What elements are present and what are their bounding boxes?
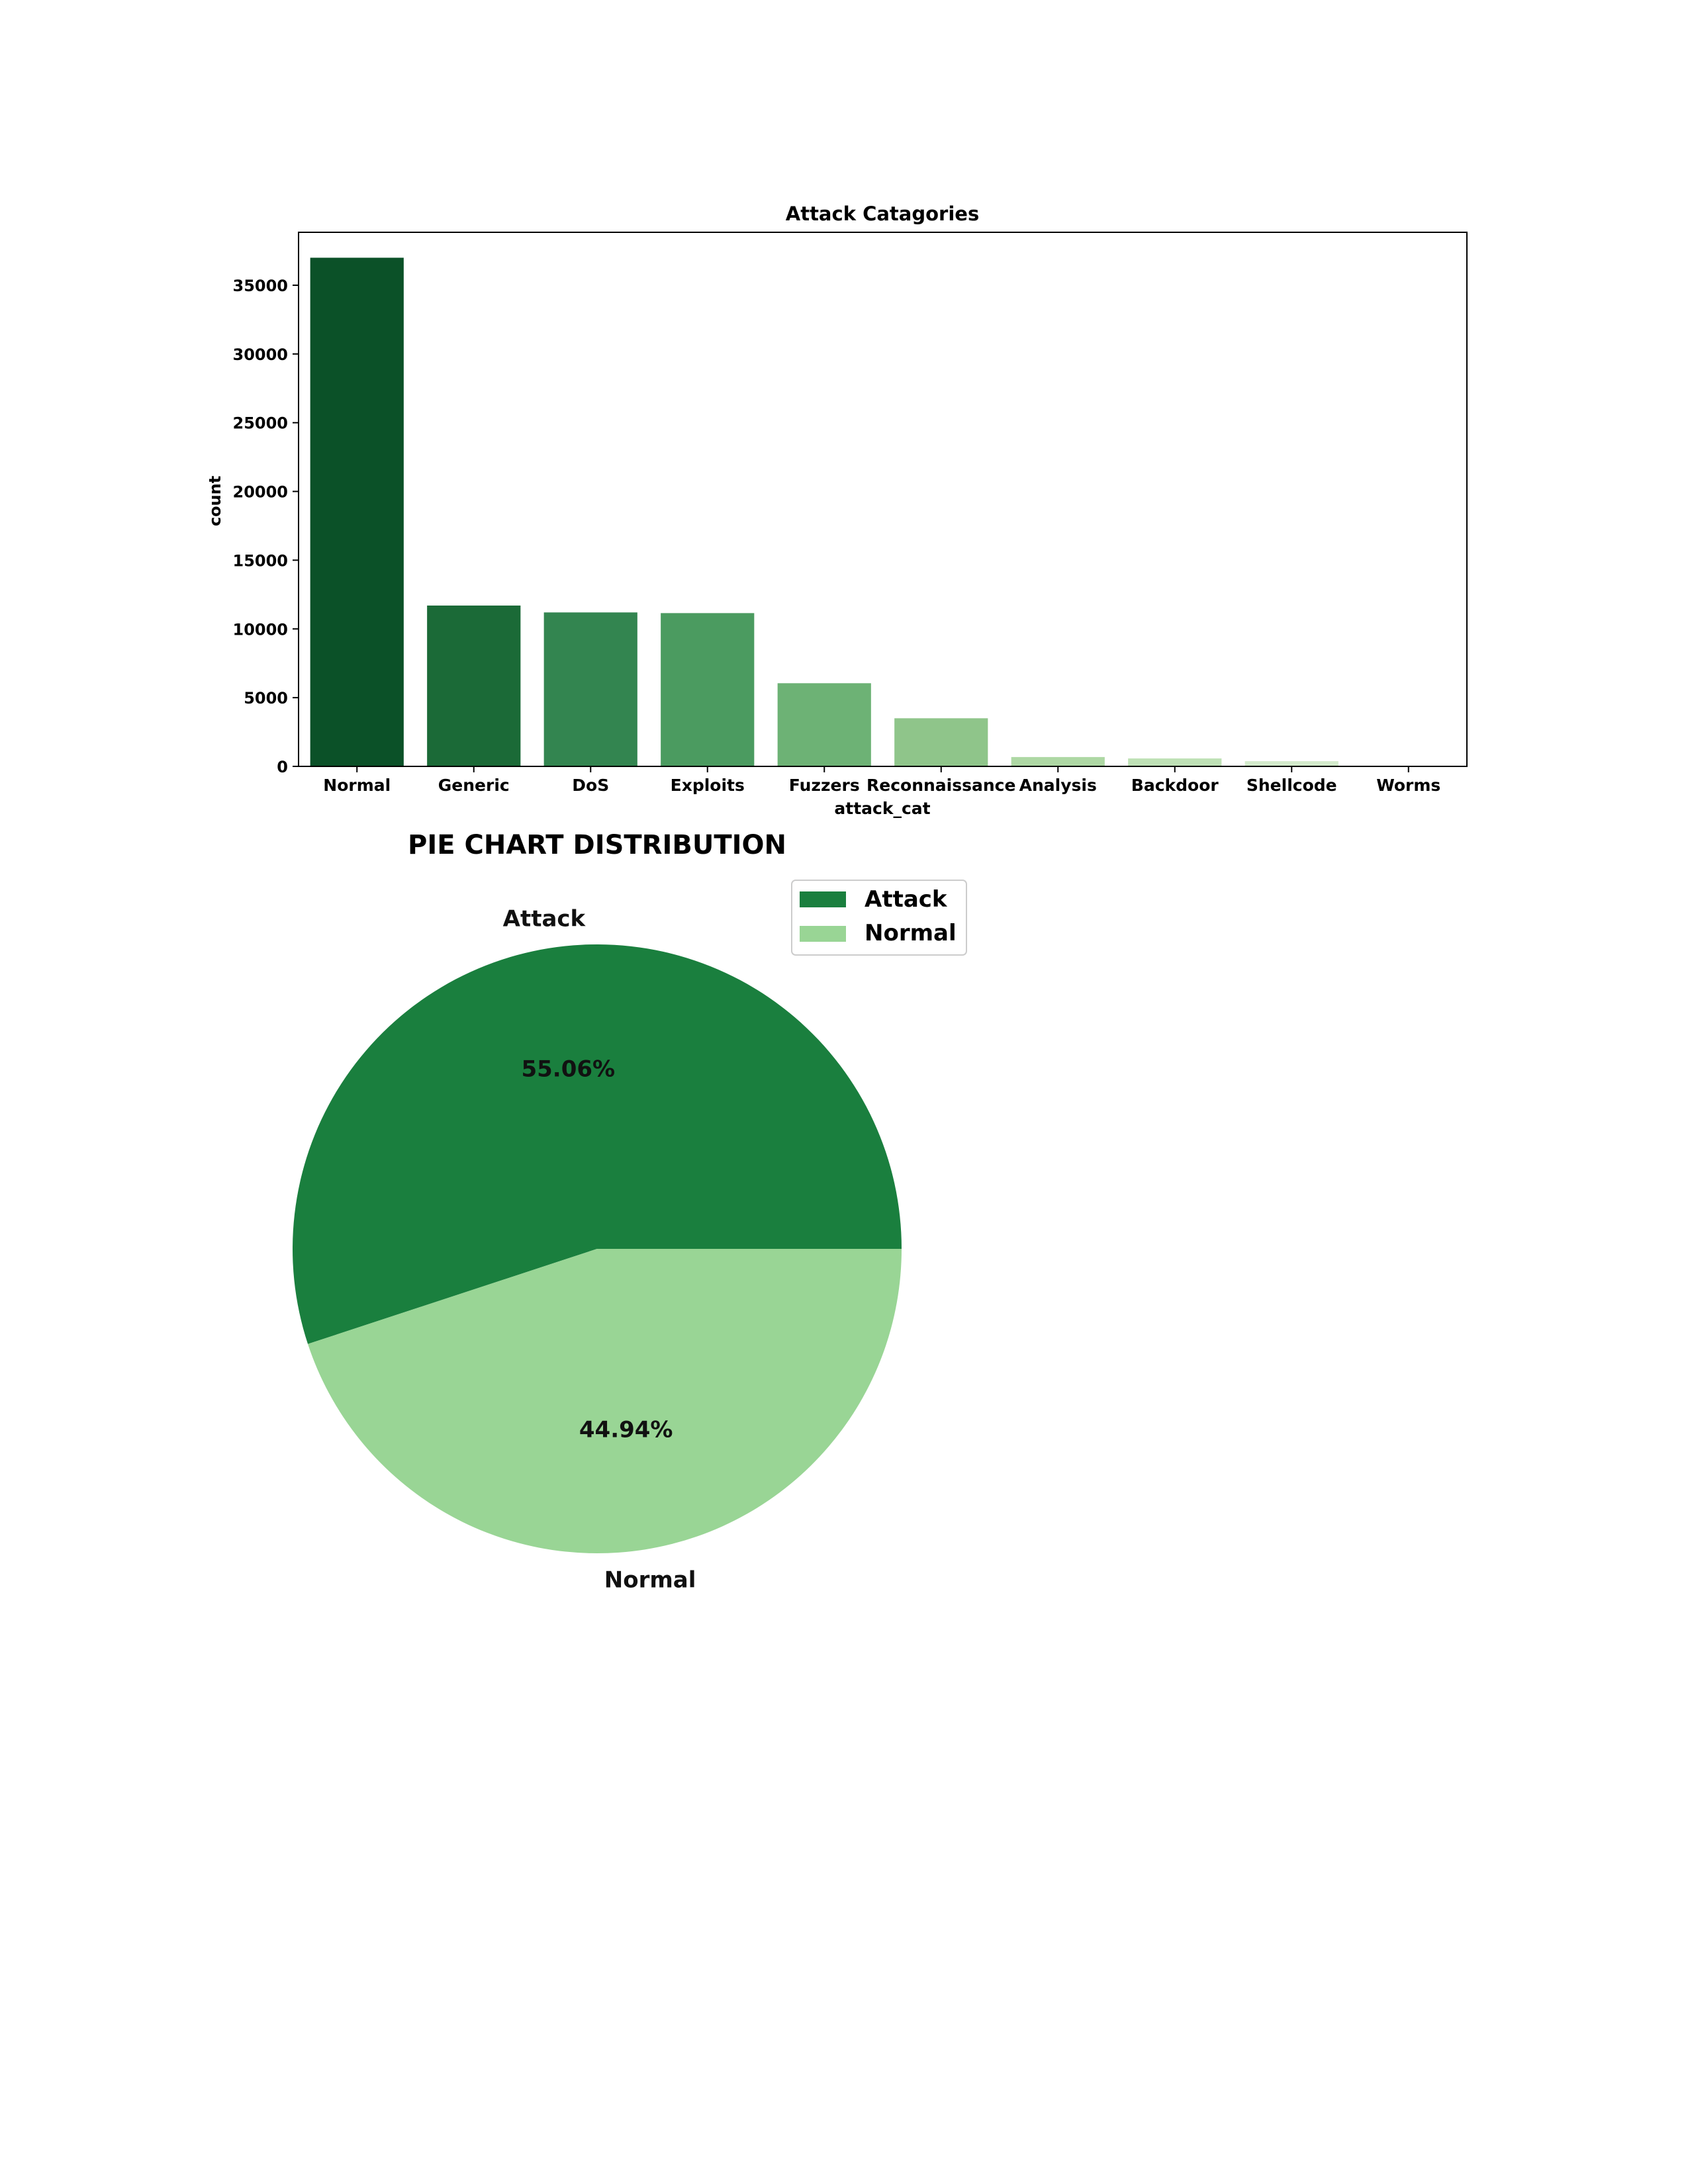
bar-fuzzers: [777, 683, 871, 766]
x-tick-label: Backdoor: [1131, 776, 1219, 795]
pie-slice-normal: [308, 1249, 902, 1553]
bar-generic: [427, 605, 521, 766]
y-tick-label: 0: [277, 758, 288, 776]
bar-chart-title: Attack Catagories: [786, 203, 979, 225]
x-tick-label: Worms: [1376, 776, 1440, 795]
bar-axes: Normal Generic DoS Exploits Fuzzers Reconnais…: [233, 277, 1441, 795]
pie-slices: [292, 944, 902, 1553]
x-tick-label: Reconnaissance: [867, 776, 1015, 795]
pie-pct-label-attack: 55.06%: [521, 1056, 615, 1082]
x-tick-label: Generic: [438, 776, 510, 795]
y-axis-label: count: [206, 476, 224, 526]
pie-slice-attack: [292, 944, 902, 1344]
bar-reconnaissance: [894, 718, 988, 766]
bar-analysis: [1011, 756, 1105, 766]
x-tick-label: Exploits: [671, 776, 745, 795]
bar-normal: [310, 257, 404, 766]
x-axis-label: attack_cat: [834, 799, 930, 818]
pie-labels: 55.06% Attack 44.94% Normal: [503, 905, 696, 1593]
bar-marks: [310, 257, 1456, 766]
x-tick-label: Shellcode: [1246, 776, 1337, 795]
x-tick-label: Normal: [323, 776, 391, 795]
bar-chart: Attack Catagories count attack_cat Norma…: [206, 203, 1468, 818]
bar-backdoor: [1128, 758, 1222, 766]
pie-name-label-normal: Normal: [604, 1567, 696, 1594]
y-tick-label: 20000: [233, 483, 289, 502]
x-tick-label: DoS: [572, 776, 609, 795]
legend-label-attack: Attack: [865, 886, 948, 913]
pie-legend: Attack Normal: [791, 880, 967, 956]
pie-chart-title: PIE CHART DISTRIBUTION: [408, 830, 786, 860]
bar-shellcode: [1244, 761, 1338, 766]
y-tick-label: 35000: [233, 277, 289, 295]
legend-label-normal: Normal: [865, 920, 957, 946]
legend-swatch-normal: [800, 926, 846, 942]
y-tick-label: 5000: [244, 689, 288, 707]
plot-frame: [298, 232, 1468, 767]
x-tick-label: Fuzzers: [789, 776, 860, 795]
pie-pct-label-normal: 44.94%: [579, 1417, 673, 1443]
pie-name-label-attack: Attack: [503, 905, 586, 932]
y-tick-label: 15000: [233, 551, 289, 570]
pie-chart: PIE CHART DISTRIBUTION 55.06% Attack 44.94…: [292, 830, 967, 1594]
bar-exploits: [661, 613, 755, 766]
bar-dos: [543, 612, 637, 766]
x-tick-label: Analysis: [1019, 776, 1097, 795]
y-tick-label: 30000: [233, 345, 289, 364]
y-tick-label: 25000: [233, 414, 289, 433]
y-tick-label: 10000: [233, 620, 289, 639]
legend-swatch-attack: [800, 891, 846, 907]
